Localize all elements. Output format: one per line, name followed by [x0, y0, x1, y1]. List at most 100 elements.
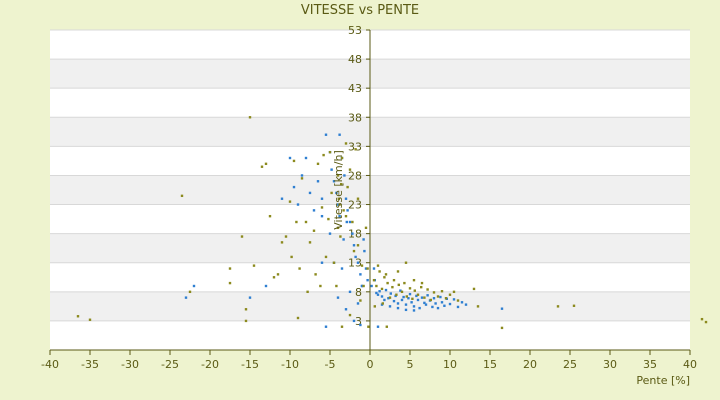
- data-point-olive: [276, 273, 280, 276]
- data-point-blue: [324, 325, 328, 328]
- data-point-olive: [228, 281, 232, 285]
- data-point-olive: [338, 203, 341, 206]
- data-point-olive: [452, 290, 456, 294]
- data-point-olive: [704, 320, 708, 324]
- data-point-olive: [700, 317, 704, 321]
- data-point-olive: [298, 267, 301, 270]
- data-point-blue: [372, 267, 376, 270]
- data-point-olive: [444, 297, 448, 300]
- data-point-olive: [348, 313, 352, 317]
- data-point-blue: [192, 284, 196, 288]
- data-point-blue: [387, 297, 390, 300]
- data-point-olive: [397, 283, 400, 287]
- data-point-olive: [372, 278, 376, 282]
- data-point-blue: [431, 305, 434, 309]
- data-point-olive: [384, 273, 388, 276]
- data-point-olive: [380, 287, 384, 291]
- data-point-olive: [240, 235, 244, 238]
- data-point-olive: [412, 278, 416, 282]
- data-point-blue: [500, 307, 504, 310]
- data-point-blue: [376, 293, 380, 296]
- x-tick-label: -10: [281, 358, 299, 371]
- data-point-olive: [337, 197, 340, 200]
- data-point-blue: [426, 294, 429, 297]
- data-point-olive: [500, 326, 504, 330]
- x-tick-label: 35: [643, 358, 657, 371]
- data-point-olive: [268, 214, 272, 218]
- data-point-blue: [415, 294, 418, 298]
- data-point-blue: [280, 197, 284, 200]
- data-point-olive: [423, 296, 426, 299]
- y-tick-label: 18: [348, 228, 362, 241]
- data-point-blue: [423, 301, 426, 305]
- data-point-olive: [328, 150, 332, 154]
- data-points: [76, 116, 708, 330]
- data-point-olive: [395, 293, 398, 296]
- data-point-olive: [429, 298, 432, 302]
- x-tick-label: 5: [407, 358, 414, 371]
- data-point-olive: [403, 281, 406, 285]
- y-tick-label: 53: [348, 24, 362, 37]
- data-point-blue: [370, 284, 373, 288]
- data-point-olive: [248, 116, 252, 119]
- y-axis-label: Vitesse [km/h]: [332, 150, 345, 230]
- y-tick-label: 3: [355, 315, 362, 328]
- data-point-blue: [366, 278, 369, 282]
- data-point-olive: [264, 162, 268, 166]
- data-point-blue: [348, 290, 352, 294]
- data-point-blue: [360, 284, 364, 288]
- data-point-olive: [413, 289, 416, 292]
- data-point-olive: [432, 291, 436, 294]
- data-point-olive: [476, 305, 480, 308]
- data-point-olive: [306, 290, 309, 294]
- data-point-blue: [364, 267, 368, 270]
- data-point-blue: [404, 303, 408, 306]
- data-point-blue: [407, 297, 410, 300]
- data-point-olive: [336, 226, 340, 230]
- data-point-blue: [363, 249, 366, 253]
- data-point-blue: [343, 174, 346, 177]
- data-point-olive: [405, 295, 408, 298]
- data-point-blue: [344, 308, 348, 311]
- data-point-blue: [436, 306, 440, 310]
- data-point-olive: [416, 293, 420, 296]
- data-point-olive: [188, 290, 192, 294]
- data-point-olive: [364, 226, 368, 230]
- data-point-olive: [420, 281, 424, 285]
- data-point-blue: [296, 203, 300, 206]
- data-point-olive: [335, 284, 338, 288]
- data-point-blue: [346, 209, 349, 212]
- data-point-olive: [352, 249, 356, 253]
- data-point-blue: [308, 191, 312, 195]
- data-point-blue: [416, 298, 420, 302]
- y-tick-label: 23: [348, 199, 362, 212]
- x-tick-label: -35: [81, 358, 99, 371]
- y-tick-label: 28: [348, 169, 362, 182]
- data-point-olive: [375, 284, 378, 288]
- data-point-olive: [312, 229, 316, 232]
- data-point-blue: [464, 303, 468, 306]
- data-point-blue: [342, 238, 345, 241]
- x-tick-label: 0: [367, 358, 374, 371]
- data-point-olive: [385, 325, 388, 328]
- data-point-olive: [340, 156, 344, 160]
- data-point-blue: [396, 302, 400, 305]
- x-tick-label: 25: [563, 358, 577, 371]
- data-point-blue: [420, 296, 424, 299]
- data-point-blue: [432, 297, 436, 300]
- data-point-blue: [388, 305, 392, 308]
- data-point-olive: [356, 197, 360, 200]
- data-point-blue: [383, 298, 386, 302]
- data-point-blue: [356, 302, 360, 305]
- data-point-olive: [252, 264, 256, 267]
- data-point-olive: [556, 305, 560, 308]
- data-point-blue: [352, 244, 356, 247]
- data-point-olive: [284, 235, 288, 238]
- x-tick-label: -30: [121, 358, 139, 371]
- data-point-olive: [572, 304, 576, 307]
- y-tick-label: 8: [355, 286, 362, 299]
- data-point-olive: [348, 168, 352, 171]
- data-point-blue: [396, 306, 400, 310]
- y-tick-label: 38: [348, 111, 362, 124]
- data-point-olive: [324, 255, 328, 259]
